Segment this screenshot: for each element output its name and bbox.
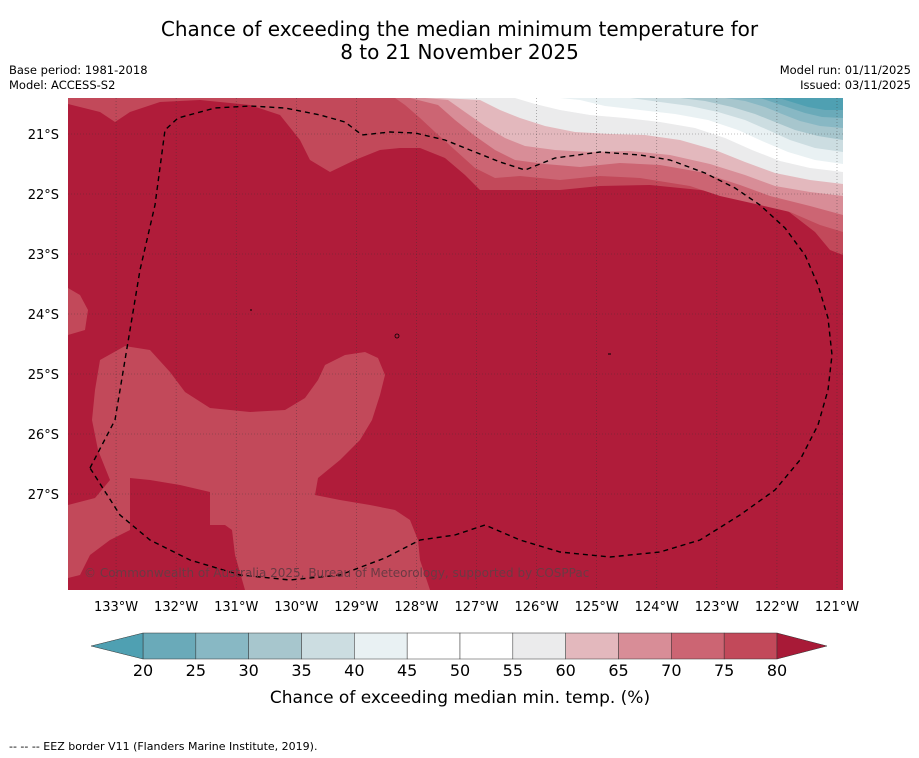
colorbar-segment [565, 632, 619, 660]
colorbar-tick-label: 65 [608, 661, 628, 680]
title-line-2: 8 to 21 November 2025 [340, 40, 579, 64]
x-tick-label: 129°W [334, 600, 378, 615]
graticule [68, 98, 843, 590]
x-tick-label: 124°W [635, 600, 679, 615]
colorbar-tick-label: 55 [503, 661, 523, 680]
x-tick-label: 130°W [274, 600, 318, 615]
x-tick-label: 125°W [575, 600, 619, 615]
x-tick-label: 126°W [515, 600, 559, 615]
colorbar-segment [459, 632, 514, 660]
y-axis-labels: 21°S 22°S 23°S 24°S 25°S 26°S 27°S [28, 128, 59, 503]
colorbar-tick-label: 75 [714, 661, 734, 680]
meta-right: Model run: 01/11/2025 Issued: 03/11/2025 [780, 63, 911, 93]
field-central-75 [68, 346, 430, 590]
colorbar-extend-high [776, 632, 828, 660]
colorbar-tick-label: 45 [397, 661, 417, 680]
x-tick-label: 121°W [815, 600, 859, 615]
colorbar-tick-label: 70 [661, 661, 681, 680]
y-tick-label: 23°S [28, 248, 59, 263]
meta-left: Base period: 1981-2018 Model: ACCESS-S2 [9, 63, 148, 93]
field-top-band-under [740, 98, 843, 110]
colorbar-segment [195, 632, 249, 660]
y-tick-label: 25°S [28, 368, 59, 383]
colorbar-segment [406, 632, 461, 660]
x-tick-label: 132°W [154, 600, 198, 615]
colorbar-tick-label: 40 [344, 661, 364, 680]
colorbar: 20 25 30 35 40 45 50 55 60 65 70 75 80 [90, 632, 828, 680]
colorbar-tick-label: 60 [555, 661, 575, 680]
colorbar-segment [512, 632, 566, 660]
base-period: Base period: 1981-2018 [9, 63, 148, 77]
x-tick-label: 128°W [394, 600, 438, 615]
y-tick-label: 26°S [28, 428, 59, 443]
colorbar-extend-low [90, 632, 144, 660]
y-tick-label: 22°S [28, 188, 59, 203]
x-tick-label: 133°W [94, 600, 138, 615]
copyright-text: © Commonwealth of Australia 2025, Bureau… [84, 566, 589, 580]
colorbar-tick-label: 35 [291, 661, 311, 680]
colorbar-segment [354, 632, 408, 660]
colorbar-tick-label: 50 [450, 661, 470, 680]
colorbar-tick-label: 30 [238, 661, 258, 680]
colorbar-segment [142, 632, 197, 660]
colorbar-segment [723, 632, 778, 660]
model-run: Model run: 01/11/2025 [779, 63, 911, 77]
issued-date: Issued: 03/11/2025 [800, 78, 911, 92]
colorbar-tick-label: 25 [186, 661, 206, 680]
y-tick-label: 24°S [28, 308, 59, 323]
y-tick-label: 27°S [28, 488, 59, 503]
colorbar-segment [618, 632, 672, 660]
colorbar-label: Chance of exceeding median min. temp. (%… [270, 688, 650, 708]
y-tick-label: 21°S [28, 128, 59, 143]
model-name: Model: ACCESS-S2 [9, 78, 116, 92]
colorbar-segment [248, 632, 302, 660]
x-axis-labels: 133°W 132°W 131°W 130°W 129°W 128°W 127°W 126°W… [94, 600, 859, 615]
island-markers [250, 309, 611, 355]
x-tick-label: 131°W [214, 600, 258, 615]
colorbar-tick-label: 20 [133, 661, 153, 680]
field-west-75 [68, 288, 88, 335]
x-tick-label: 127°W [454, 600, 498, 615]
eez-border [89, 105, 833, 581]
title-line-1: Chance of exceeding the median minimum t… [160, 17, 759, 41]
chart-title: Chance of exceeding the median minimum t… [0, 18, 919, 64]
island-marker [394, 333, 400, 339]
colorbar-segment [671, 632, 725, 660]
colorbar-segment [301, 632, 355, 660]
eez-footnote: -- -- -- EEZ border V11 (Flanders Marine… [9, 740, 318, 753]
x-tick-label: 122°W [755, 600, 799, 615]
map-field [68, 98, 843, 590]
x-tick-label: 123°W [695, 600, 739, 615]
colorbar-tick-label: 80 [767, 661, 787, 680]
